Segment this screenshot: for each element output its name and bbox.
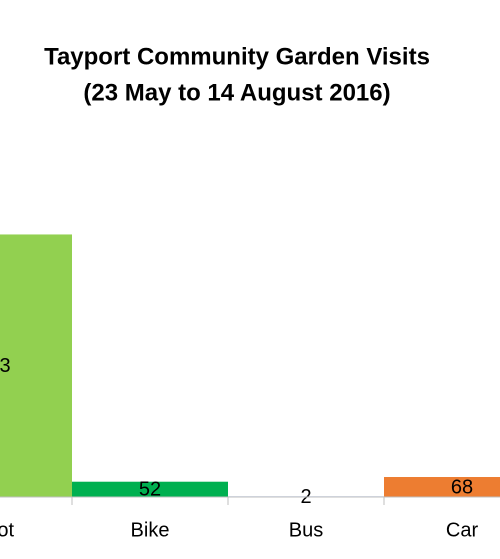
- bar: [0, 234, 72, 497]
- value-label: 893: [0, 355, 11, 377]
- value-label: 52: [139, 479, 161, 501]
- chart-title: Tayport Community Garden Visits: [44, 43, 430, 70]
- chart-subtitle: (23 May to 14 August 2016): [83, 79, 390, 106]
- x-tick-label: Bike: [131, 519, 170, 541]
- x-tick-label: Bus: [289, 519, 323, 541]
- x-tick-label: Car: [446, 519, 479, 541]
- x-tick-label: Foot: [0, 519, 14, 541]
- bar: [72, 481, 228, 497]
- value-label: 68: [451, 476, 473, 498]
- bar: [384, 477, 500, 497]
